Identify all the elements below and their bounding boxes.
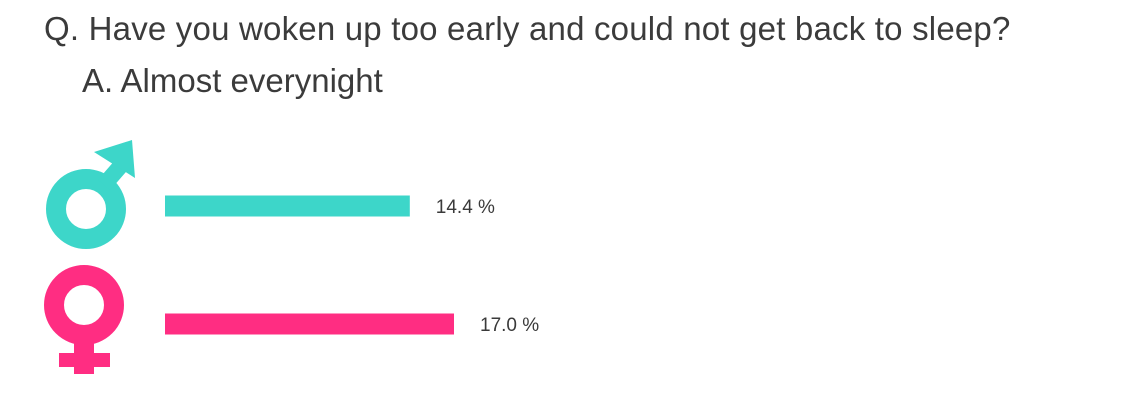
bar-female: [165, 313, 454, 335]
female-symbol-icon: [44, 265, 124, 374]
bar-male: [165, 195, 410, 217]
value-label-female: 17.0 %: [480, 315, 539, 336]
question-title: Q. Have you woken up too early and could…: [44, 10, 1011, 47]
answer-subtitle: A. Almost everynight: [82, 62, 383, 99]
value-label-male: 14.4 %: [436, 197, 495, 218]
male-symbol-icon: [46, 140, 135, 249]
